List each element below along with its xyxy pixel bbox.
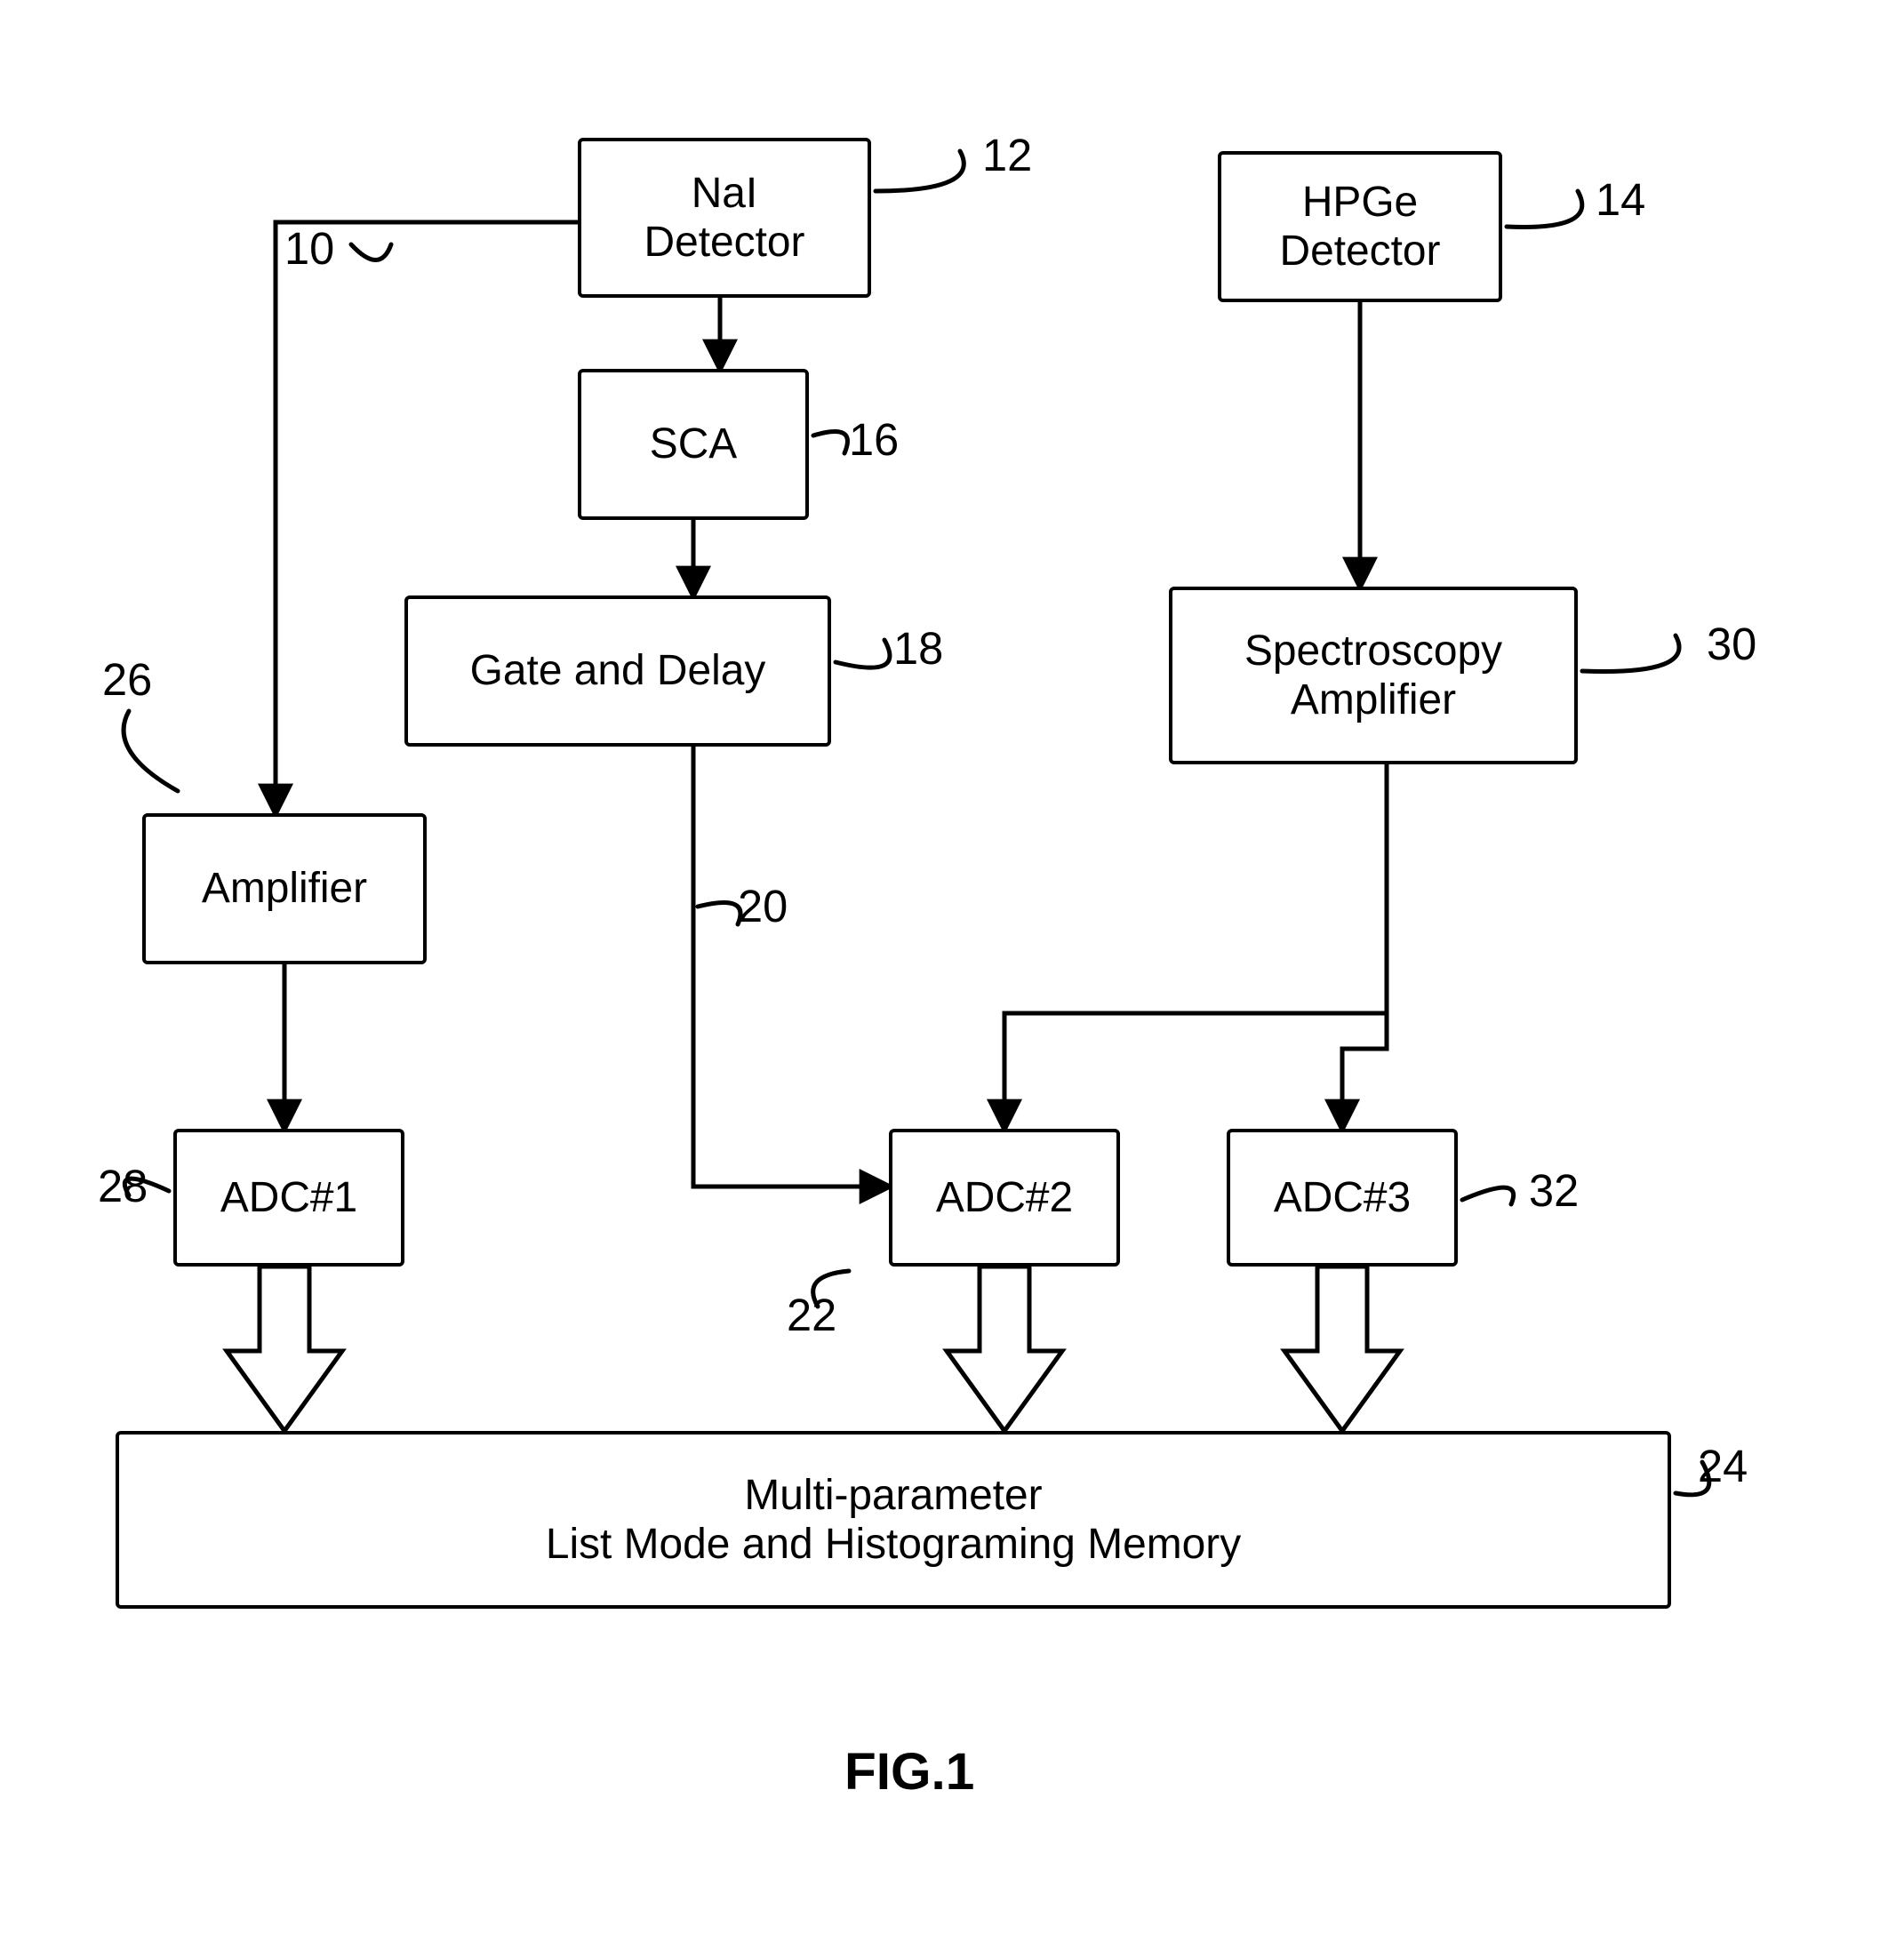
hpge-detector-label: HPGeDetector [1280, 178, 1441, 276]
adc2-label: ADC#2 [936, 1173, 1073, 1222]
ref-30: 30 [1707, 618, 1756, 670]
ref-26: 26 [102, 653, 152, 706]
spectroscopy-amp-label: SpectroscopyAmplifier [1244, 627, 1502, 724]
ref-28: 28 [98, 1160, 148, 1212]
memory-label: Multi-parameterList Mode and Histogramin… [546, 1471, 1241, 1569]
ref-10: 10 [284, 222, 334, 275]
ref-18: 18 [893, 622, 943, 675]
ref-14: 14 [1596, 173, 1645, 226]
adc3-box: ADC#3 [1227, 1129, 1458, 1267]
ref-22: 22 [787, 1289, 836, 1341]
gate-delay-box: Gate and Delay [404, 595, 831, 747]
adc1-label: ADC#1 [220, 1173, 357, 1222]
sca-box: SCA [578, 369, 809, 520]
nai-detector-label: NaIDetector [644, 169, 805, 267]
amplifier-label: Amplifier [202, 864, 367, 913]
adc2-box: ADC#2 [889, 1129, 1120, 1267]
ref-20: 20 [738, 880, 788, 932]
ref-24: 24 [1698, 1440, 1748, 1492]
sca-label: SCA [650, 420, 737, 468]
ref-32: 32 [1529, 1164, 1579, 1217]
adc1-box: ADC#1 [173, 1129, 404, 1267]
ref-16: 16 [849, 413, 899, 466]
figure-caption: FIG.1 [844, 1742, 974, 1802]
memory-box: Multi-parameterList Mode and Histogramin… [116, 1431, 1671, 1609]
adc3-label: ADC#3 [1274, 1173, 1411, 1222]
ref-12: 12 [982, 129, 1032, 181]
amplifier-box: Amplifier [142, 813, 427, 964]
nai-detector-box: NaIDetector [578, 138, 871, 298]
gate-delay-label: Gate and Delay [470, 646, 766, 695]
spectroscopy-amp-box: SpectroscopyAmplifier [1169, 587, 1578, 764]
hpge-detector-box: HPGeDetector [1218, 151, 1502, 302]
